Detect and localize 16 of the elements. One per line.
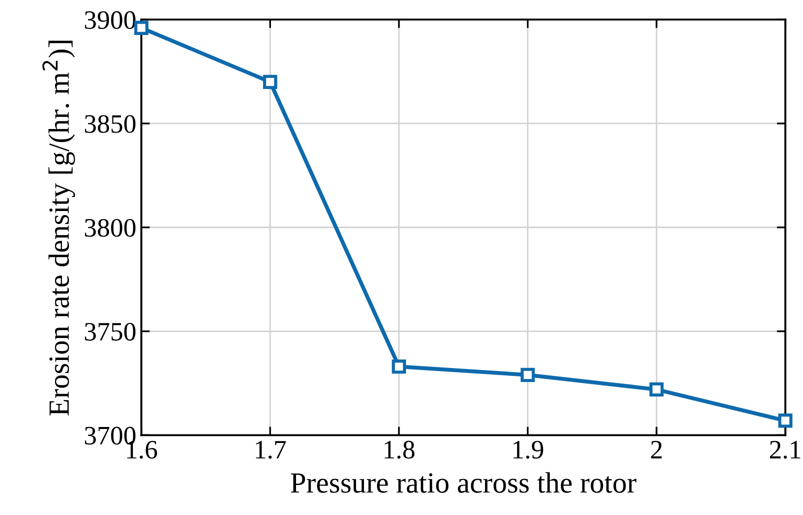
y-tick-label: 3750 [84, 322, 136, 341]
x-tick-label: 2 [651, 440, 662, 458]
y-tick-label: 3850 [84, 115, 136, 133]
y-tick-label: 3800 [84, 218, 136, 237]
point [778, 414, 792, 428]
x-tick-label: 1.8 [384, 440, 414, 459]
x-axis-title: Pressure ratio across the rotor [290, 472, 636, 493]
point [520, 368, 535, 382]
x-tick-label: 1.9 [514, 440, 544, 459]
y-axis-title: Erosion rate density [g/(hr. m$^{2}$)] [42, 40, 76, 416]
x-tick-label: 2.1 [770, 440, 800, 459]
point [392, 360, 406, 374]
point [263, 74, 278, 89]
y-tick-label: 3900 [84, 11, 136, 29]
point [649, 382, 664, 397]
x-tick-label: 1.7 [256, 440, 286, 459]
